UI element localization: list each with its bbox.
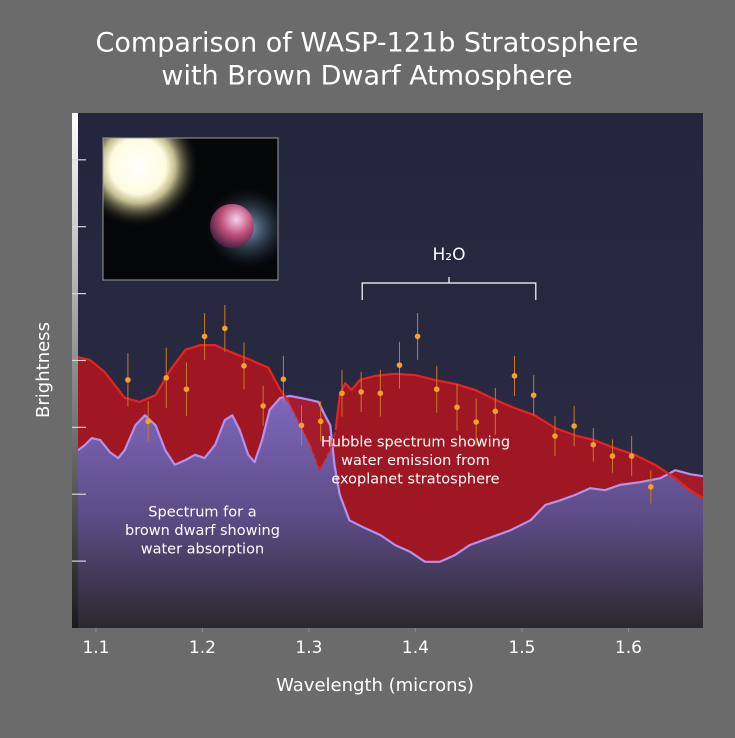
data-point <box>473 419 479 425</box>
annotation: water emission from <box>341 453 490 469</box>
y-axis-label: Brightness <box>33 322 54 418</box>
data-point <box>648 484 654 490</box>
data-point <box>377 390 384 397</box>
data-point <box>571 423 577 429</box>
emission-area <box>72 345 703 562</box>
absorption-area <box>72 395 703 628</box>
annotation: exoplanet stratosphere <box>331 471 499 487</box>
planet <box>210 204 254 248</box>
data-point <box>396 362 403 368</box>
data-point <box>433 386 440 393</box>
h2o-bracket <box>361 277 537 300</box>
x-tick-label: 1.2 <box>189 638 216 658</box>
data-point <box>125 377 131 383</box>
model-line-dashed <box>287 401 337 471</box>
annotation: brown dwarf showing <box>125 523 280 539</box>
inset-illustration <box>103 138 278 280</box>
annotation: Hubble spectrum showing <box>321 434 510 450</box>
inset-frame <box>102 137 279 281</box>
bracket-label: H₂O <box>433 245 466 265</box>
y-axis-bar <box>72 113 78 628</box>
data-point <box>552 433 558 439</box>
data-point <box>222 325 228 332</box>
x-tick-label: 1.5 <box>508 638 535 658</box>
data-point <box>280 376 287 382</box>
data-point <box>609 453 616 459</box>
data-point <box>317 418 324 425</box>
data-point <box>511 373 518 379</box>
data-point <box>454 404 460 411</box>
points <box>125 304 654 504</box>
x-tick-label: 1.1 <box>82 638 109 658</box>
data-point <box>183 386 190 393</box>
data-point <box>628 453 635 459</box>
x-tick-label: 1.4 <box>402 638 429 658</box>
data-point <box>163 375 170 381</box>
data-point <box>590 441 597 448</box>
data-point <box>298 422 305 429</box>
x-tick-label: 1.6 <box>615 638 642 658</box>
data-point <box>414 333 421 340</box>
data-point <box>260 403 266 409</box>
annotation: water absorption <box>141 542 264 558</box>
star <box>103 138 200 228</box>
fills <box>72 345 703 628</box>
data-point <box>201 333 208 340</box>
data-point <box>492 408 499 415</box>
data-point <box>241 363 247 369</box>
spectrum-line <box>72 394 703 563</box>
chart-title: with Brown Dwarf Atmosphere <box>161 61 572 92</box>
chart-title: Comparison of WASP-121b Stratosphere <box>96 28 639 59</box>
data-point <box>530 392 537 399</box>
data-point <box>358 389 364 395</box>
data-point <box>339 390 345 397</box>
annotation: Spectrum for a <box>148 505 256 521</box>
x-axis-label: Wavelength (microns) <box>276 675 474 696</box>
data-point <box>145 418 151 425</box>
x-tick-label: 1.3 <box>295 638 322 658</box>
